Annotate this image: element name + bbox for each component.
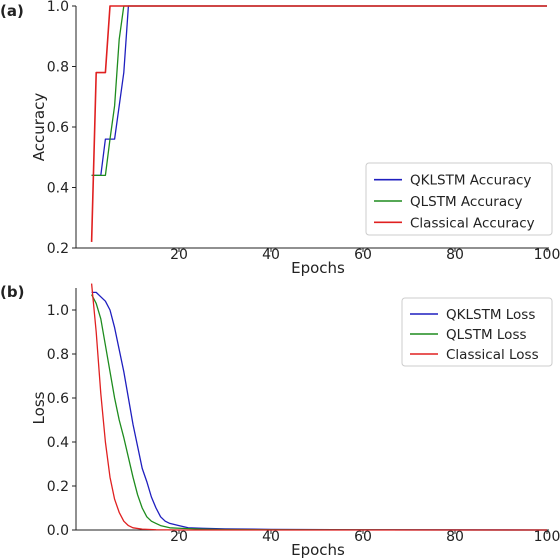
legend-label-2: QLSTM Loss xyxy=(446,327,527,343)
series-line-1 xyxy=(91,291,548,531)
x-tick-label: 40 xyxy=(262,247,280,263)
series-line-1 xyxy=(91,5,547,177)
panel-label-b: (b) xyxy=(0,283,24,301)
y-tick-label: 0.0 xyxy=(47,523,69,539)
x-tick-label: 60 xyxy=(354,529,372,545)
ylabel-a: Accuracy xyxy=(30,93,48,162)
y-tick-label: 0.2 xyxy=(47,241,69,257)
series-line-2 xyxy=(91,5,547,177)
x-tick-label: 40 xyxy=(262,529,280,545)
panel-label-a: (a) xyxy=(0,2,24,20)
legend-label-1: QKLSTM Accuracy xyxy=(410,173,531,189)
plot-area-b: 20 40 60 80 100 0.0 0.2 0.4 0.6 0.8 1.0 QKLSTM Loss… xyxy=(47,283,560,545)
y-tick-label: 0.6 xyxy=(47,120,69,136)
panel-a: (a) Accuracy Epochs 20 40 60 80 100 0.2 0.4 0.6… xyxy=(0,0,560,277)
xlabel-b: Epochs xyxy=(291,541,345,558)
legend-label-2: QLSTM Accuracy xyxy=(410,194,523,210)
series-line-3 xyxy=(90,5,547,242)
series-line-3 xyxy=(90,283,547,531)
y-tick-label: 0.4 xyxy=(47,181,69,197)
series-line-2 xyxy=(91,294,548,531)
x-tick-label: 20 xyxy=(170,529,188,545)
y-tick-label: 1.0 xyxy=(47,0,69,15)
x-tick-label: 80 xyxy=(446,529,464,545)
xlabel-a: Epochs xyxy=(291,259,345,277)
y-tick-label: 0.8 xyxy=(47,347,69,363)
y-tick-label: 0.2 xyxy=(47,479,69,495)
plot-area-a: 20 40 60 80 100 0.2 0.4 0.6 0.8 1.0 QKLSTM Accurac… xyxy=(47,0,560,263)
legend-label-3: Classical Loss xyxy=(446,347,539,363)
x-tick-label: 100 xyxy=(534,529,560,545)
x-tick-label: 20 xyxy=(170,247,188,263)
y-tick-label: 0.6 xyxy=(47,391,69,407)
legend: QKLSTM Accuracy QLSTM Accuracy Classical A… xyxy=(365,162,553,236)
y-tick-label: 0.4 xyxy=(47,435,69,451)
y-tick-label: 1.0 xyxy=(47,303,69,319)
x-tick-label: 80 xyxy=(446,247,464,263)
legend: QKLSTM Loss QLSTM Loss Classical Loss xyxy=(401,297,553,367)
ylabel-b: Loss xyxy=(30,391,48,424)
legend-frame xyxy=(401,297,553,367)
x-tick-label: 100 xyxy=(534,247,560,263)
legend-label-1: QKLSTM Loss xyxy=(446,307,535,323)
panel-b: (b) Loss Epochs 20 40 60 80 100 0.0 0.2 0.4 0.6 0… xyxy=(0,283,560,558)
y-tick-label: 0.8 xyxy=(47,60,69,76)
x-tick-label: 60 xyxy=(354,247,372,263)
legend-frame xyxy=(365,162,553,236)
legend-label-3: Classical Accuracy xyxy=(410,215,535,231)
